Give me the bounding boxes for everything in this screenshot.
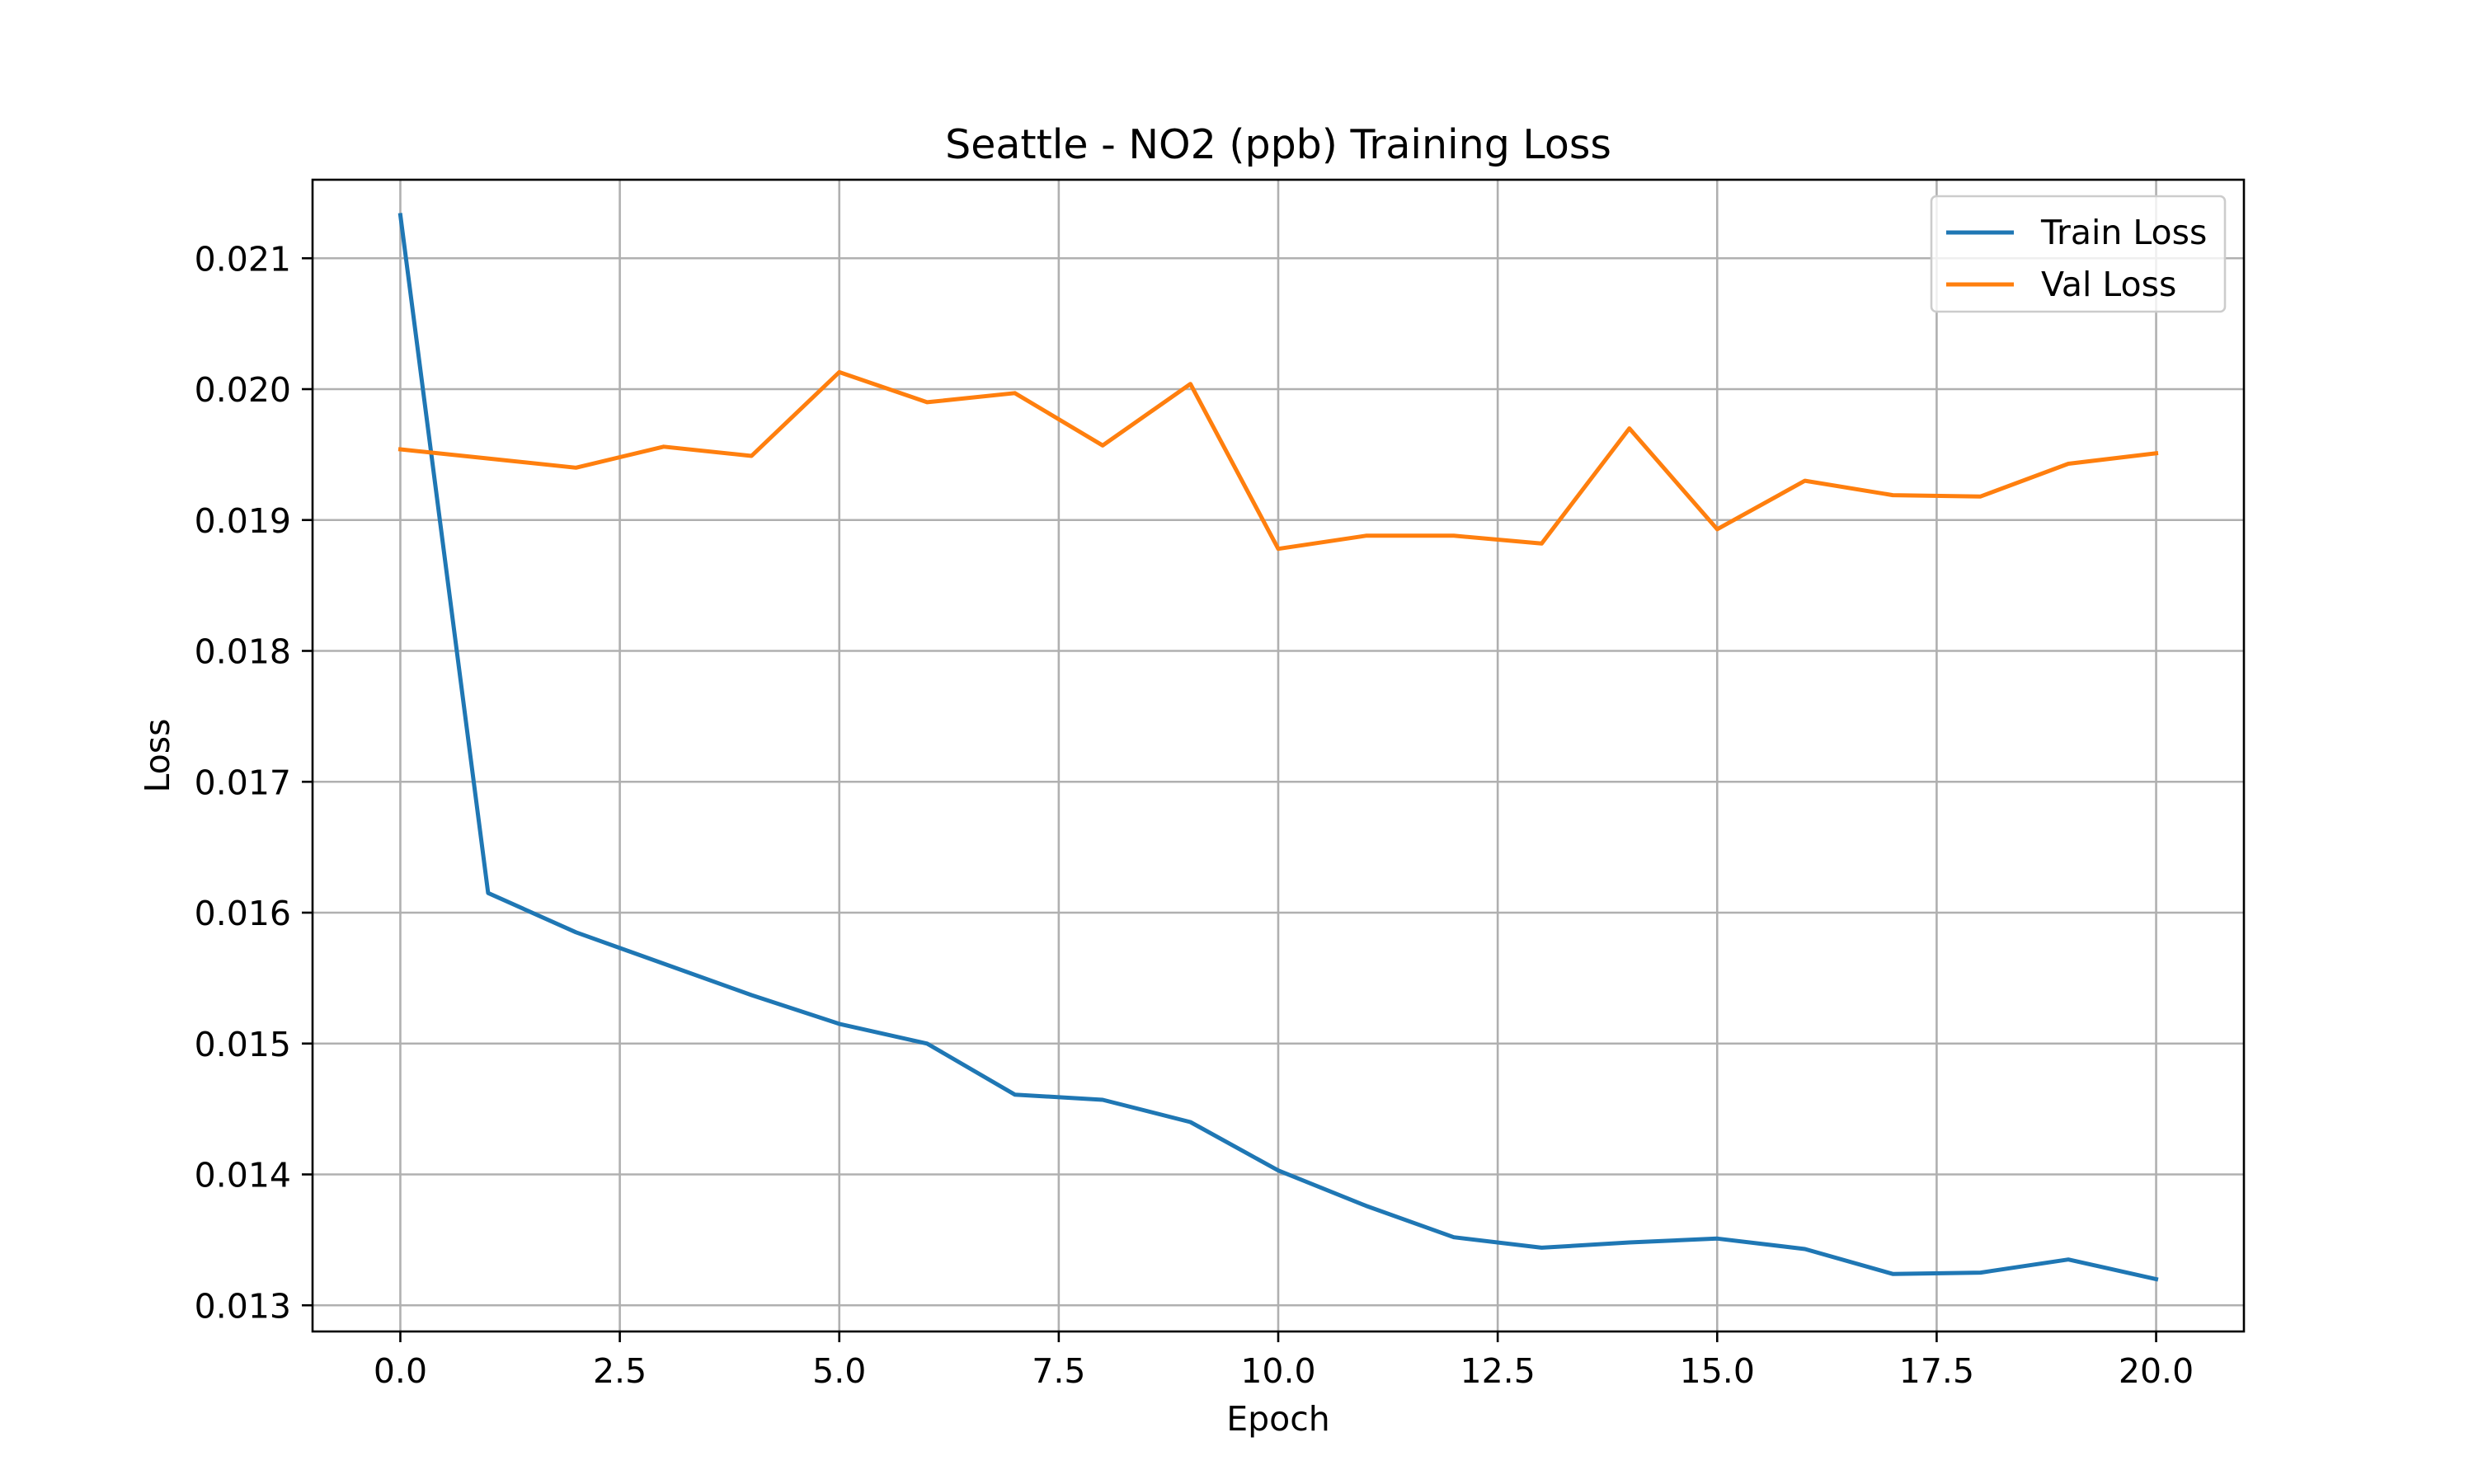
y-tick-label: 0.017 <box>195 763 291 802</box>
y-tick-label: 0.018 <box>195 632 291 672</box>
y-tick-label: 0.014 <box>195 1156 291 1195</box>
x-tick-label: 15.0 <box>1680 1351 1755 1391</box>
x-tick-label: 12.5 <box>1460 1351 1535 1391</box>
legend: Train Loss Val Loss <box>1930 195 2227 313</box>
y-tick-label: 0.021 <box>195 239 291 279</box>
y-tick-label: 0.019 <box>195 501 291 541</box>
y-tick-label: 0.013 <box>195 1286 291 1326</box>
x-axis-label: Epoch <box>1226 1399 1330 1439</box>
series-line-train-loss <box>397 213 2159 1282</box>
x-tick-label: 2.5 <box>593 1351 647 1391</box>
ticks-layer: 0.0 2.5 5.0 7.5 10.0 12.5 15.0 17.5 20.0 0.013 0.0… <box>195 239 2194 1391</box>
y-tick-label: 0.016 <box>195 894 291 933</box>
x-tick-label: 0.0 <box>374 1351 427 1391</box>
y-tick-label: 0.020 <box>195 370 291 410</box>
x-tick-label: 17.5 <box>1899 1351 1974 1391</box>
y-axis-label: Loss <box>138 719 177 793</box>
x-tick-label: 7.5 <box>1032 1351 1085 1391</box>
x-tick-label: 10.0 <box>1240 1351 1315 1391</box>
x-tick-label: 5.0 <box>812 1351 866 1391</box>
y-tick-label: 0.015 <box>195 1025 291 1064</box>
series-line-val-loss <box>397 369 2159 552</box>
legend-label-val-loss: Val Loss <box>2041 265 2176 304</box>
lines-layer <box>397 213 2159 1282</box>
chart-title: Seattle - NO2 (ppb) Training Loss <box>945 121 1611 168</box>
x-tick-label: 20.0 <box>2119 1351 2194 1391</box>
legend-label-train-loss: Train Loss <box>2040 213 2207 252</box>
